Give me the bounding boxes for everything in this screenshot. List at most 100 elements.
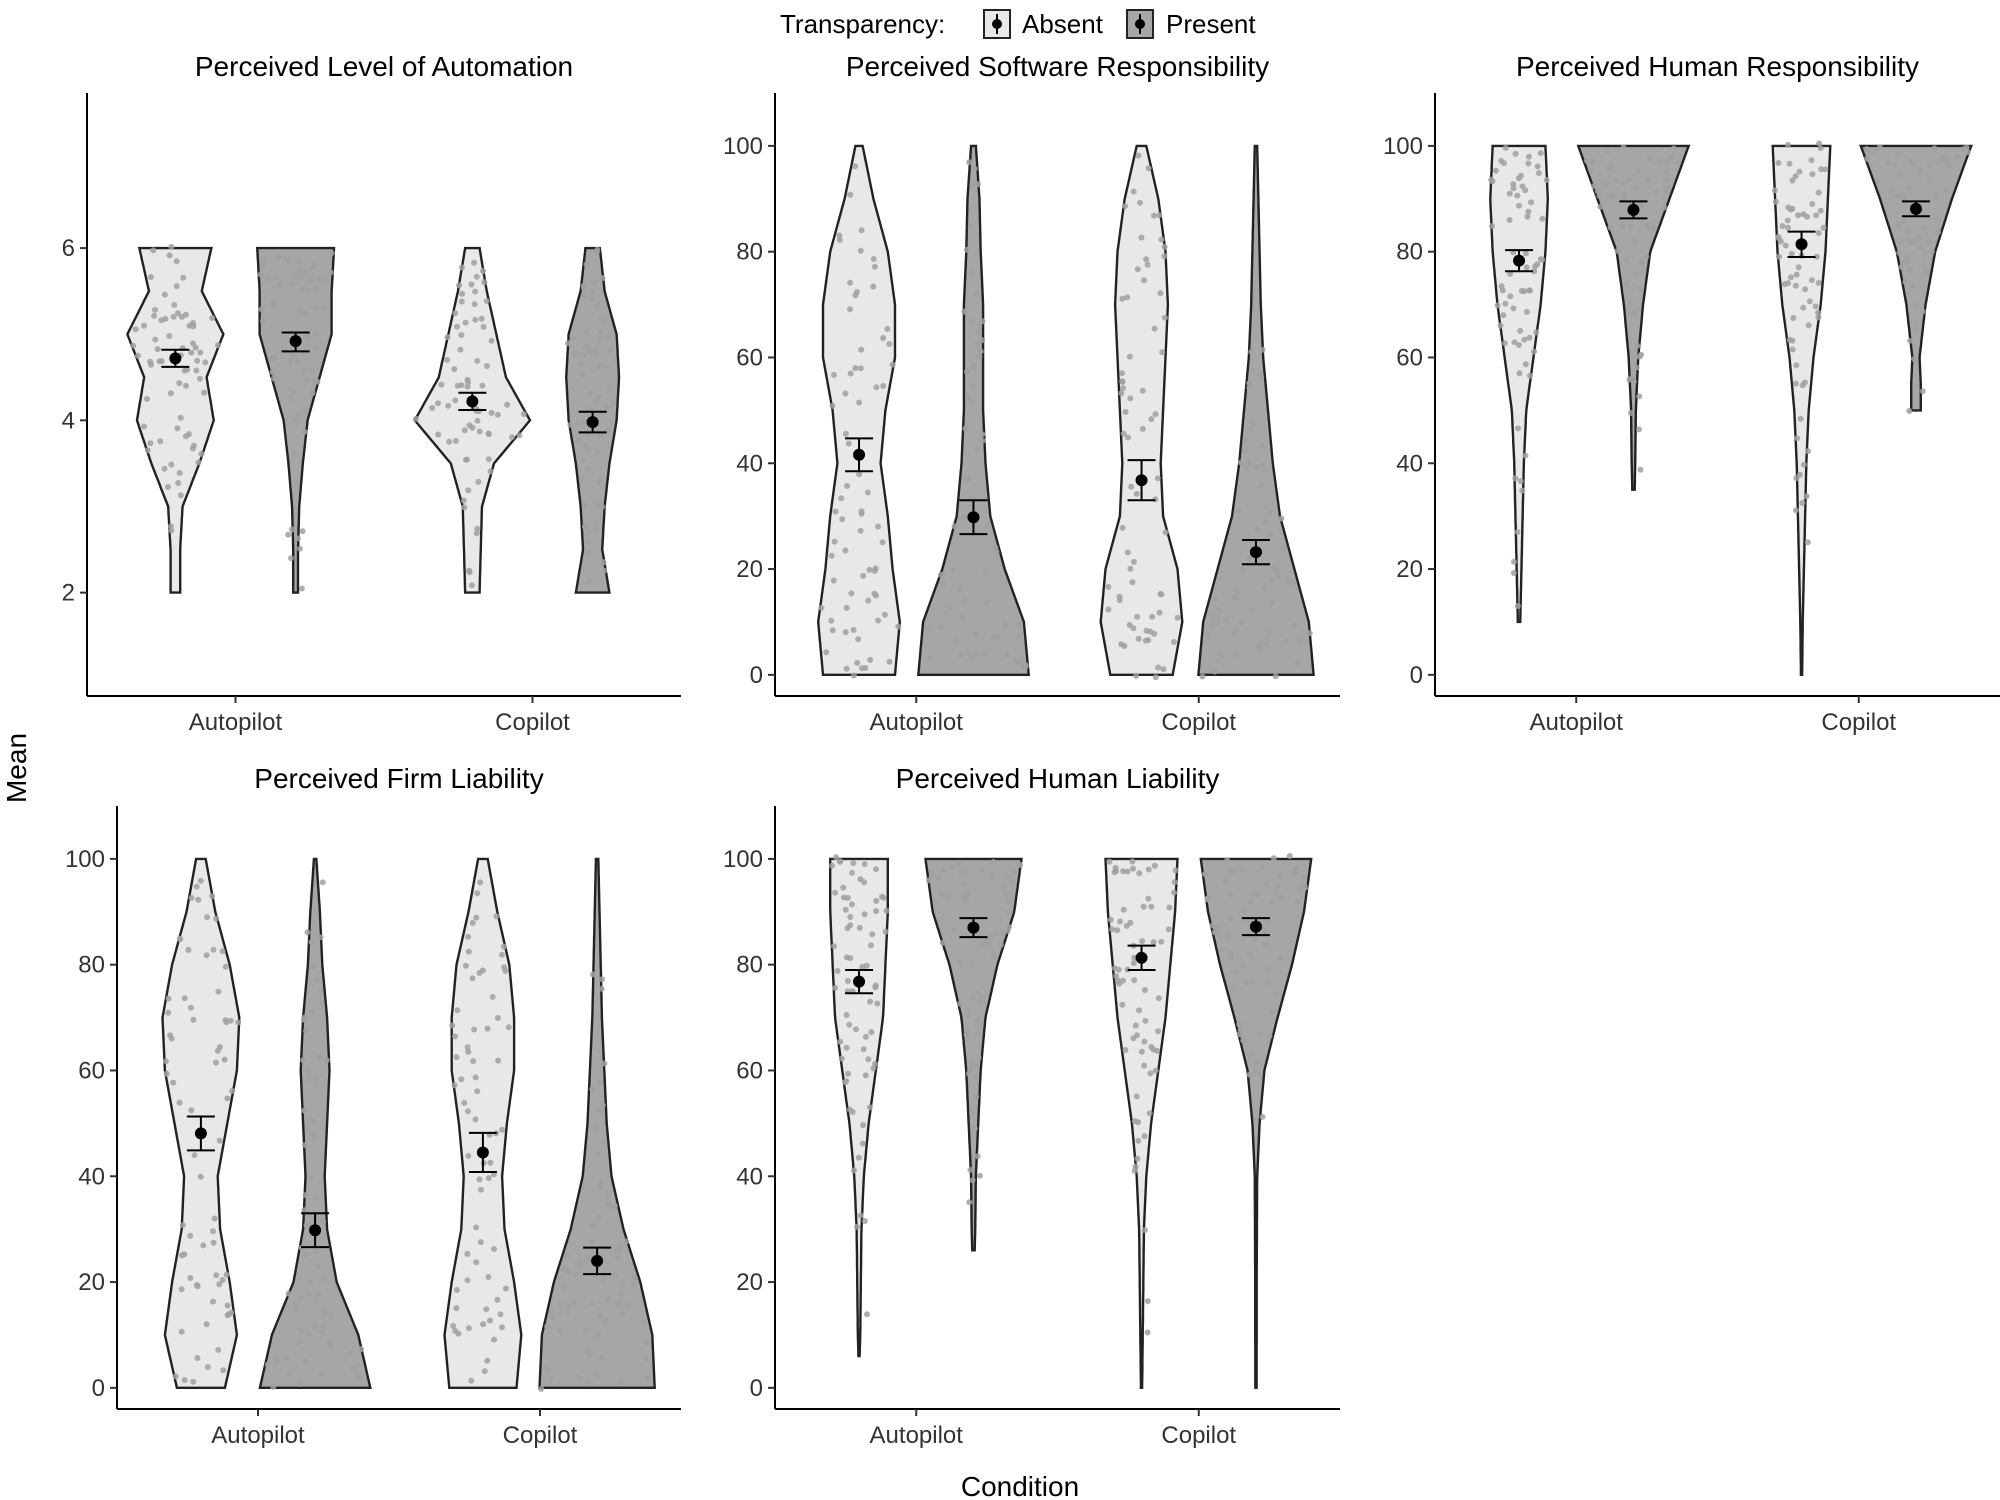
- jitter-point: [1928, 248, 1935, 255]
- jitter-point: [1302, 884, 1308, 891]
- jitter-point: [321, 1312, 328, 1319]
- jitter-point: [1262, 519, 1269, 526]
- jitter-point: [1149, 613, 1156, 620]
- jitter-point: [832, 508, 839, 515]
- jitter-point: [305, 1290, 312, 1297]
- jitter-point: [1269, 898, 1276, 905]
- jitter-point: [866, 566, 873, 573]
- jitter-point: [270, 299, 277, 306]
- jitter-point: [643, 1355, 650, 1362]
- jitter-point: [1517, 172, 1524, 179]
- jitter-point: [1129, 858, 1136, 865]
- jitter-point: [453, 1054, 460, 1061]
- jitter-point: [305, 288, 311, 295]
- jitter-point: [959, 614, 966, 621]
- jitter-point: [462, 319, 469, 326]
- jitter-point: [309, 264, 316, 271]
- jitter-point: [158, 358, 165, 365]
- jitter-point: [1234, 588, 1241, 595]
- jitter-point: [177, 414, 184, 421]
- jitter-point: [965, 1070, 972, 1077]
- jitter-point: [1511, 339, 1518, 346]
- jitter-point: [1919, 388, 1926, 395]
- jitter-point: [204, 914, 210, 921]
- jitter-point: [317, 987, 324, 994]
- jitter-point: [1233, 625, 1240, 632]
- jitter-point: [881, 611, 888, 618]
- jitter-point: [179, 1222, 186, 1229]
- jitter-point: [213, 915, 220, 922]
- jitter-point: [1136, 870, 1143, 877]
- jitter-point: [1531, 268, 1538, 275]
- jitter-point: [598, 1354, 605, 1361]
- jitter-point: [1815, 189, 1822, 196]
- jitter-point: [173, 283, 180, 290]
- jitter-point: [1521, 288, 1528, 295]
- jitter-point: [468, 582, 475, 589]
- mean-point: [476, 1146, 489, 1159]
- jitter-point: [1896, 249, 1903, 256]
- jitter-point: [1270, 855, 1277, 862]
- jitter-point: [1234, 595, 1240, 601]
- jitter-point: [973, 1062, 980, 1069]
- jitter-point: [473, 1224, 480, 1231]
- jitter-point: [1506, 217, 1513, 223]
- jitter-point: [1274, 882, 1281, 889]
- jitter-point: [1777, 238, 1784, 245]
- jitter-point: [1130, 188, 1137, 195]
- violin-present-copilot: [538, 857, 656, 1389]
- jitter-point: [1498, 283, 1505, 290]
- jitter-point: [1816, 140, 1823, 147]
- jitter-point: [481, 1368, 488, 1375]
- jitter-point: [302, 309, 309, 316]
- jitter-point: [1133, 1032, 1140, 1039]
- panel-5: Perceived Human Liability 0 20 40 60 80 100 Aut…: [723, 763, 1340, 1449]
- jitter-point: [1911, 160, 1918, 167]
- jitter-point: [1145, 637, 1152, 644]
- jitter-point: [1273, 889, 1280, 896]
- jitter-point: [472, 288, 479, 295]
- jitter-point: [1812, 303, 1819, 310]
- jitter-point: [1871, 147, 1878, 154]
- jitter-point: [461, 504, 468, 511]
- jitter-point: [465, 487, 472, 494]
- x-tick-label: Copilot: [495, 709, 570, 736]
- jitter-point: [1296, 885, 1303, 892]
- jitter-point: [594, 302, 601, 309]
- jitter-point: [151, 312, 158, 319]
- jitter-point: [599, 1102, 606, 1109]
- jitter-point: [315, 1263, 322, 1270]
- jitter-point: [277, 282, 284, 289]
- jitter-point: [444, 334, 451, 341]
- jitter-point: [1277, 872, 1284, 879]
- jitter-point: [856, 924, 863, 931]
- jitter-point: [1820, 224, 1827, 231]
- jitter-point: [321, 305, 328, 312]
- jitter-point: [141, 423, 147, 430]
- jitter-point: [456, 282, 462, 289]
- jitter-point: [847, 191, 854, 198]
- jitter-point: [286, 1370, 292, 1376]
- jitter-point: [1268, 576, 1275, 583]
- jitter-point: [458, 332, 465, 339]
- jitter-point: [957, 585, 964, 592]
- jitter-point: [1232, 968, 1239, 975]
- jitter-point: [311, 1323, 318, 1330]
- jitter-point: [1109, 926, 1115, 933]
- jitter-point: [1264, 918, 1271, 924]
- jitter-point: [312, 1248, 319, 1255]
- jitter-point: [1236, 1021, 1243, 1028]
- jitter-point: [1136, 1007, 1143, 1014]
- panel-title: Perceived Firm Liability: [254, 763, 543, 794]
- jitter-point: [452, 310, 459, 317]
- jitter-point: [1501, 160, 1507, 167]
- jitter-point: [1148, 1044, 1155, 1050]
- x-tick-label: Copilot: [1161, 1422, 1236, 1449]
- jitter-point: [188, 894, 195, 901]
- x-tick-label: Autopilot: [870, 709, 964, 736]
- jitter-point: [460, 497, 467, 504]
- jitter-point: [557, 1301, 564, 1308]
- jitter-point: [170, 1079, 177, 1086]
- jitter-point: [485, 430, 492, 437]
- jitter-point: [1266, 508, 1273, 515]
